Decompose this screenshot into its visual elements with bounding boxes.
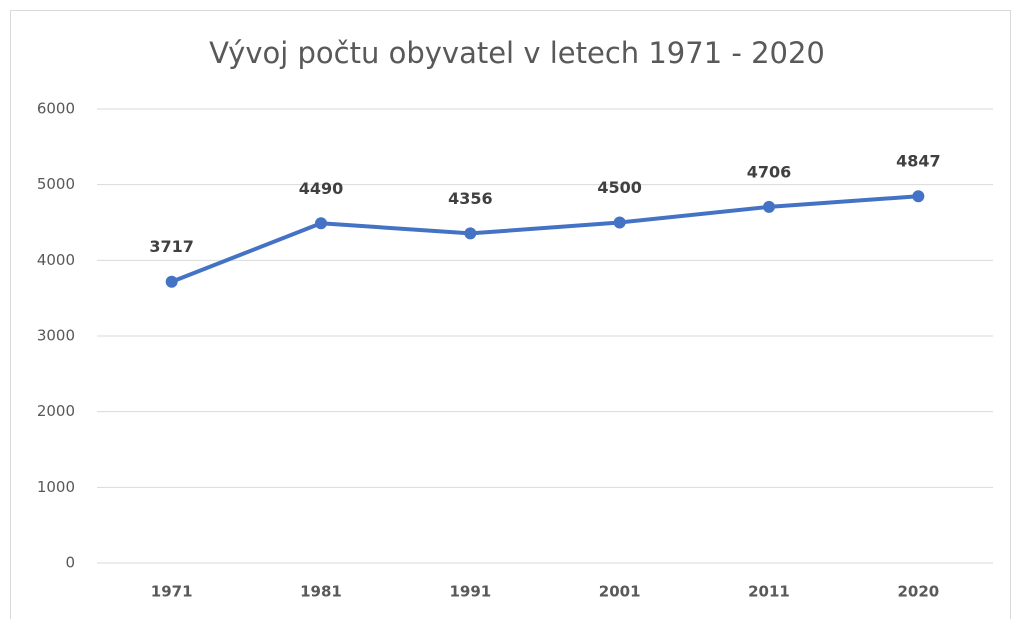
data-label: 4847: [896, 152, 941, 171]
x-tick-label: 1991: [449, 583, 491, 601]
data-label: 3717: [149, 237, 194, 256]
marker: [315, 217, 327, 230]
y-tick-label: 4000: [37, 251, 75, 269]
marker: [763, 200, 775, 213]
x-tick-label: 2011: [748, 583, 790, 601]
data-label: 4356: [448, 189, 493, 208]
data-label: 4500: [597, 178, 642, 197]
data-label: 4490: [299, 179, 344, 198]
y-tick-label: 2000: [37, 402, 75, 420]
x-tick-label: 2001: [599, 583, 641, 601]
line: [169, 194, 921, 284]
x-tick-label: 1981: [300, 583, 342, 601]
marker: [165, 275, 178, 288]
marker: [912, 190, 925, 203]
y-tick-label: 5000: [37, 175, 75, 193]
y-tick-label: 0: [65, 554, 75, 572]
x-tick-label: 1971: [151, 583, 193, 601]
marker: [464, 227, 477, 240]
y-tick-label: 1000: [37, 478, 75, 496]
data-label: 4706: [747, 162, 792, 181]
x-tick-label: 2020: [897, 583, 939, 601]
chart-title: Vývoj počtu obyvatel v letech 1971 - 202…: [209, 36, 825, 70]
y-tick-label: 3000: [37, 327, 75, 345]
chart-border: [10, 10, 1011, 619]
y-tick-label: 6000: [37, 100, 75, 118]
marker: [613, 216, 626, 229]
